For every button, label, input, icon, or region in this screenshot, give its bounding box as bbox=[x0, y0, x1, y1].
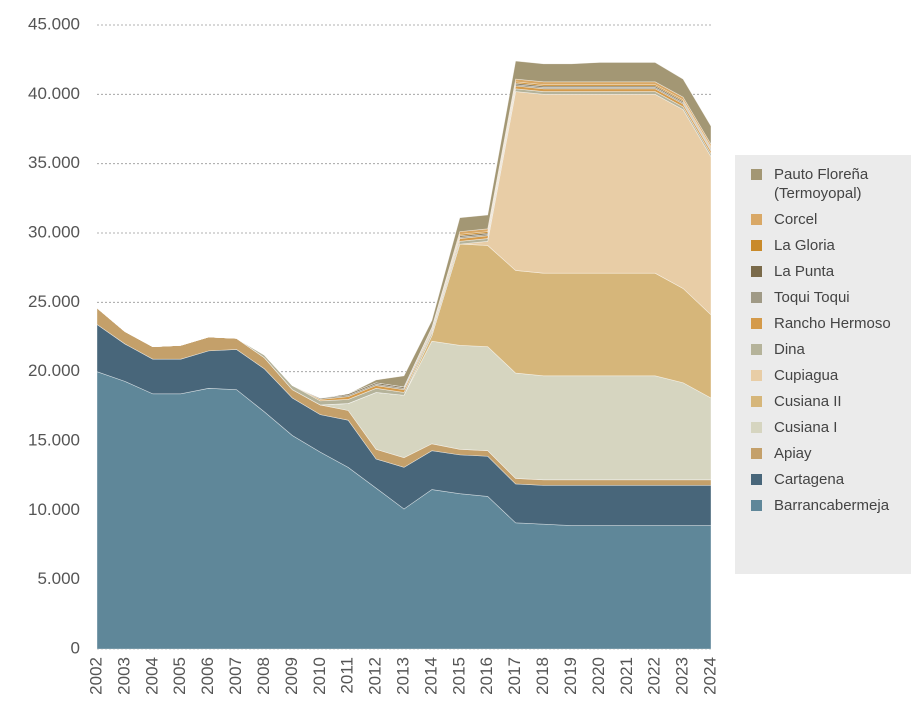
legend-item: Pauto Floreña (Termoyopal) bbox=[751, 165, 911, 203]
legend-label: Pauto Floreña (Termoyopal) bbox=[774, 166, 869, 202]
legend-swatch bbox=[751, 292, 762, 303]
legend-label: Cupiagua bbox=[774, 367, 839, 384]
x-tick-label: 2007 bbox=[226, 657, 245, 695]
legend-item: Barrancabermeja bbox=[751, 496, 911, 515]
legend: Pauto Floreña (Termoyopal) Corcel La Glori… bbox=[735, 155, 911, 574]
y-tick-label: 0 bbox=[71, 638, 80, 657]
legend-swatch bbox=[751, 448, 762, 459]
legend-label: La Gloria bbox=[774, 237, 835, 254]
legend-swatch bbox=[751, 344, 762, 355]
legend-swatch bbox=[751, 474, 762, 485]
y-tick-label: 35.000 bbox=[28, 153, 80, 172]
legend-item: Rancho Hermoso bbox=[751, 314, 911, 333]
y-tick-label: 5.000 bbox=[37, 569, 80, 588]
x-tick-label: 2016 bbox=[477, 657, 496, 695]
x-tick-label: 2014 bbox=[421, 657, 440, 695]
x-tick-label: 2013 bbox=[393, 657, 412, 695]
x-tick-label: 2020 bbox=[589, 657, 608, 695]
legend-label: Rancho Hermoso bbox=[774, 315, 891, 332]
x-tick-label: 2008 bbox=[254, 657, 273, 695]
legend-label: Corcel bbox=[774, 211, 818, 228]
legend-item: Apiay bbox=[751, 444, 911, 463]
legend-swatch bbox=[751, 169, 762, 180]
legend-swatch bbox=[751, 396, 762, 407]
legend-item: Cartagena bbox=[751, 470, 911, 489]
legend-item: Cupiagua bbox=[751, 366, 911, 385]
legend-label: Dina bbox=[774, 341, 805, 358]
legend-swatch bbox=[751, 318, 762, 329]
x-tick-label: 2003 bbox=[114, 657, 133, 695]
y-tick-label: 10.000 bbox=[28, 500, 80, 519]
legend-label: Cusiana I bbox=[774, 419, 838, 436]
legend-swatch bbox=[751, 214, 762, 225]
x-tick-label: 2012 bbox=[366, 657, 385, 695]
legend-item: Dina bbox=[751, 340, 911, 359]
y-tick-label: 15.000 bbox=[28, 430, 80, 449]
legend-swatch bbox=[751, 422, 762, 433]
legend-item: Cusiana I bbox=[751, 418, 911, 437]
y-tick-label: 40.000 bbox=[28, 84, 80, 103]
legend-swatch bbox=[751, 266, 762, 277]
legend-item: La Gloria bbox=[751, 236, 911, 255]
x-tick-label: 2011 bbox=[338, 657, 357, 694]
legend-swatch bbox=[751, 500, 762, 511]
legend-item: La Punta bbox=[751, 262, 911, 281]
legend-swatch bbox=[751, 240, 762, 251]
legend-item: Cusiana II bbox=[751, 392, 911, 411]
x-tick-label: 2015 bbox=[449, 657, 468, 695]
legend-label: Barrancabermeja bbox=[774, 497, 890, 514]
area bbox=[96, 60, 712, 399]
legend-label: Cusiana II bbox=[774, 393, 842, 410]
legend-label: Toqui Toqui bbox=[774, 289, 850, 306]
x-tick-label: 2021 bbox=[617, 657, 636, 695]
y-tick-label: 20.000 bbox=[28, 361, 80, 380]
x-tick-label: 2017 bbox=[505, 657, 524, 695]
x-tick-label: 2005 bbox=[170, 657, 189, 695]
x-tick-label: 2010 bbox=[310, 657, 329, 695]
y-tick-label: 45.000 bbox=[28, 14, 80, 33]
legend-swatch bbox=[751, 370, 762, 381]
legend-item: Corcel bbox=[751, 210, 911, 229]
x-tick-label: 2024 bbox=[700, 657, 719, 695]
legend-label: Apiay bbox=[774, 445, 812, 462]
x-tick-label: 2006 bbox=[198, 657, 217, 695]
x-tick-label: 2004 bbox=[142, 657, 161, 695]
x-tick-label: 2009 bbox=[282, 657, 301, 695]
x-tick-label: 2022 bbox=[645, 657, 664, 695]
x-tick-label: 2019 bbox=[561, 657, 580, 695]
legend-label: Cartagena bbox=[774, 471, 845, 488]
y-tick-label: 25.000 bbox=[28, 292, 80, 311]
y-tick-label: 30.000 bbox=[28, 222, 80, 241]
x-tick-label: 2002 bbox=[86, 657, 105, 695]
legend-label: La Punta bbox=[774, 263, 835, 280]
x-tick-label: 2018 bbox=[533, 657, 552, 695]
legend-item: Toqui Toqui bbox=[751, 288, 911, 307]
x-tick-label: 2023 bbox=[673, 657, 692, 695]
